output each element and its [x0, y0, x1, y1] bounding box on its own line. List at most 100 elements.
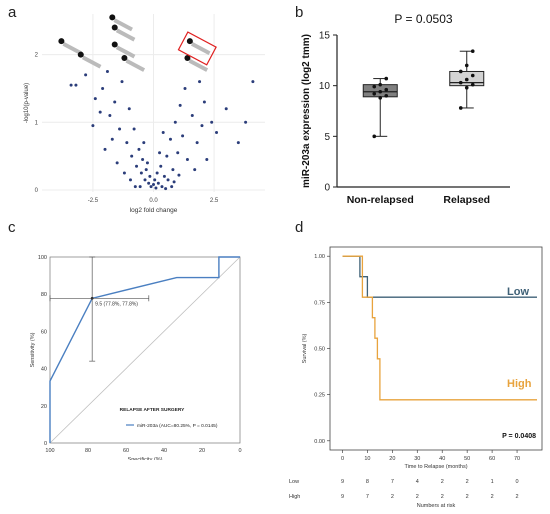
data-point [172, 180, 176, 184]
risk-count: 9 [341, 494, 344, 500]
label-box [113, 18, 133, 32]
highlighted-point [111, 24, 118, 31]
data-point [190, 114, 194, 118]
data-point [144, 168, 148, 172]
threshold-label: 9.5 (77.8%, 77.8%) [95, 301, 138, 307]
data-point [164, 187, 168, 191]
data-point [125, 141, 129, 145]
data-point [372, 134, 377, 139]
data-point [236, 141, 240, 145]
y-tick-label: 60 [41, 329, 47, 335]
data-point [470, 73, 475, 78]
highlighted-point [77, 51, 84, 58]
p-value-label: P = 0.0408 [502, 433, 536, 440]
series-label-high: High [507, 378, 532, 390]
data-point [135, 164, 139, 168]
data-point [154, 186, 158, 190]
data-point [251, 80, 255, 84]
x-tick-label: 70 [514, 456, 520, 462]
survival-line-high [342, 255, 537, 401]
x-tick-label: 40 [439, 456, 445, 462]
x-axis-label: Specificity (%) [128, 457, 163, 460]
y-axis-label: -log10(p-value) [24, 83, 30, 123]
y-tick-label: 0.75 [314, 300, 325, 306]
data-point [193, 168, 197, 172]
data-point [118, 127, 122, 131]
risk-count: 2 [441, 494, 444, 500]
panel-a: a -2.5 0.0 2.5 0 1 2 log2 fold change -log10(p-… [0, 0, 275, 220]
data-point [158, 151, 162, 155]
data-point [458, 69, 463, 74]
data-point [464, 85, 469, 90]
y-tick-label: 0 [44, 441, 47, 447]
risk-row-label: High [289, 494, 300, 500]
data-point [224, 107, 228, 111]
y-tick-label: 1 [35, 120, 39, 126]
data-point [138, 185, 142, 189]
data-point [110, 137, 114, 141]
y-tick-label: 0.00 [314, 439, 325, 445]
y-tick-label: 15 [319, 31, 331, 42]
label-box [62, 42, 83, 55]
y-axis-label: Survival (%) [302, 334, 308, 364]
x-tick-label: 20 [389, 456, 395, 462]
data-point [202, 100, 206, 104]
x-tick-label: 30 [414, 456, 420, 462]
highlighted-point [186, 38, 193, 45]
risk-count: 1 [491, 479, 494, 485]
data-point [470, 49, 475, 54]
data-point [108, 114, 112, 118]
risk-count: 8 [366, 479, 369, 485]
x-tick-label: 40 [161, 448, 167, 454]
y-tick-label: 20 [41, 404, 47, 410]
data-point [215, 130, 219, 134]
x-tick-label: 80 [85, 448, 91, 454]
data-point [195, 141, 199, 145]
data-point [168, 137, 172, 141]
series-label-low: Low [507, 286, 529, 298]
data-point [177, 173, 181, 177]
x-tick-label: 60 [489, 456, 495, 462]
roc-curve: 0 0 20 20 40 40 60 60 80 80 100 100 Specificity (%) S… [30, 255, 242, 463]
data-point [170, 185, 174, 189]
data-point [122, 171, 126, 175]
panel-c: c 0 0 20 20 40 40 60 60 80 80 100 100 Specificity (%… [0, 219, 275, 463]
y-tick-label: 80 [41, 292, 47, 298]
data-point [372, 91, 377, 96]
y-tick-label: 5 [324, 132, 330, 143]
x-tick-label: 0 [238, 448, 241, 454]
data-point [470, 82, 475, 87]
panel-b: b P = 0.0503 0 5 10 15 miR-203a expression (l… [285, 0, 550, 220]
x-axis-label: Time to Relapse (months) [404, 464, 467, 470]
data-point [166, 178, 170, 182]
x-tick-label: -2.5 [88, 198, 99, 204]
data-point [132, 127, 136, 131]
data-point [183, 86, 187, 90]
data-point [141, 158, 145, 162]
highlighted-point [111, 41, 118, 48]
data-point [384, 76, 389, 81]
data-point [98, 110, 102, 114]
data-point [378, 82, 383, 87]
label-box [115, 45, 136, 59]
x-tick-label: 20 [199, 448, 205, 454]
risk-count: 9 [341, 479, 344, 485]
data-point [74, 83, 78, 87]
kaplan-meier-plot: 0 10 20 30 40 50 60 700.000.250.500.751.00Time … [289, 246, 543, 509]
data-point [113, 100, 117, 104]
data-point [84, 73, 88, 77]
data-point [91, 124, 95, 128]
data-point [205, 158, 209, 162]
data-point [145, 161, 149, 165]
panel-letter-d: d [295, 219, 304, 236]
highlighted-point [121, 54, 128, 61]
y-tick-label: 10 [319, 81, 331, 92]
data-point [200, 124, 204, 128]
box-plot: P = 0.0503 0 5 10 15 miR-203a expression (log… [301, 12, 510, 206]
data-point [101, 86, 105, 90]
risk-count: 7 [391, 479, 394, 485]
label-box [125, 58, 146, 72]
y-tick-label: 0.50 [314, 347, 325, 353]
data-point [210, 120, 214, 124]
data-point [69, 83, 73, 87]
